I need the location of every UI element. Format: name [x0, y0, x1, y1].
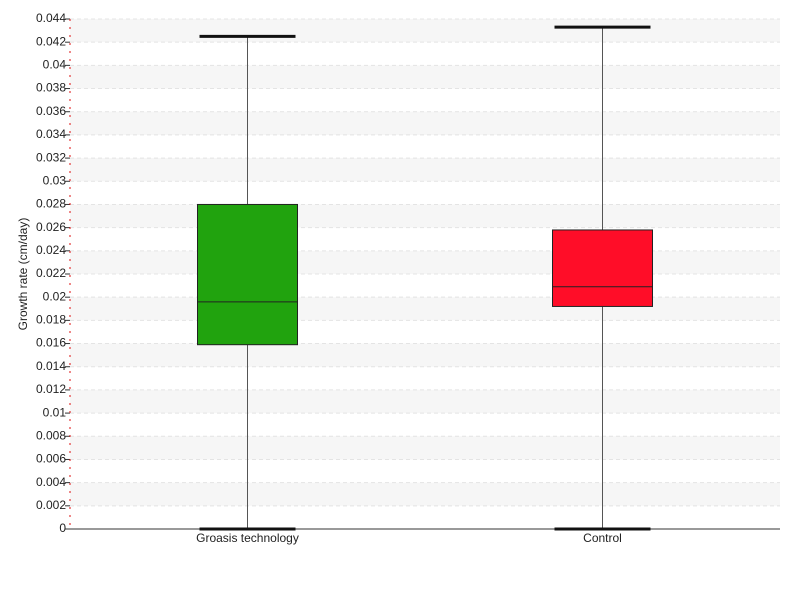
y-tick-label: 0.042	[36, 34, 66, 48]
grid-band	[70, 389, 780, 414]
y-tick-label: 0.018	[36, 313, 66, 327]
grid-band	[70, 19, 780, 43]
y-tick-label: 0.014	[36, 359, 66, 373]
y-tick-label: 0.034	[36, 127, 66, 141]
y-tick-label: 0.008	[36, 428, 66, 442]
y-tick-label: 0.026	[36, 220, 66, 234]
grid-band	[70, 297, 780, 321]
grid-band	[70, 65, 780, 89]
y-tick-label: 0.002	[36, 498, 66, 512]
y-tick-label: 0.03	[43, 173, 67, 187]
box	[197, 203, 298, 346]
y-axis-label: Growth rate (cm/day)	[16, 218, 30, 331]
y-tick-label: 0.028	[36, 197, 66, 211]
y-tick-label: 0.032	[36, 150, 66, 164]
x-tick-label: Groasis technology	[196, 531, 299, 545]
grid-band	[70, 204, 780, 228]
y-tick-label: 0.038	[36, 81, 66, 95]
grid-band	[70, 343, 780, 367]
y-tick-label: 0.024	[36, 243, 66, 257]
grid-band	[70, 111, 780, 135]
y-tick-label: 0.01	[43, 405, 67, 419]
x-tick-label: Control	[583, 531, 622, 545]
y-tick-label: 0.04	[43, 58, 67, 72]
y-tick-label: 0.02	[43, 289, 67, 303]
grid-band	[70, 482, 780, 506]
y-tick-label: 0.036	[36, 104, 66, 118]
y-tick-label: 0.004	[36, 475, 66, 489]
grid-band	[70, 250, 780, 274]
y-tick-label: 0.044	[36, 11, 66, 25]
box	[552, 229, 653, 307]
y-tick-label: 0.012	[36, 382, 66, 396]
y-tick-label: 0	[59, 521, 66, 535]
y-tick-label: 0.006	[36, 452, 66, 466]
y-tick-label: 0.016	[36, 336, 66, 350]
y-tick-label: 0.022	[36, 266, 66, 280]
grid-band	[70, 436, 780, 460]
grid-band	[70, 158, 780, 182]
